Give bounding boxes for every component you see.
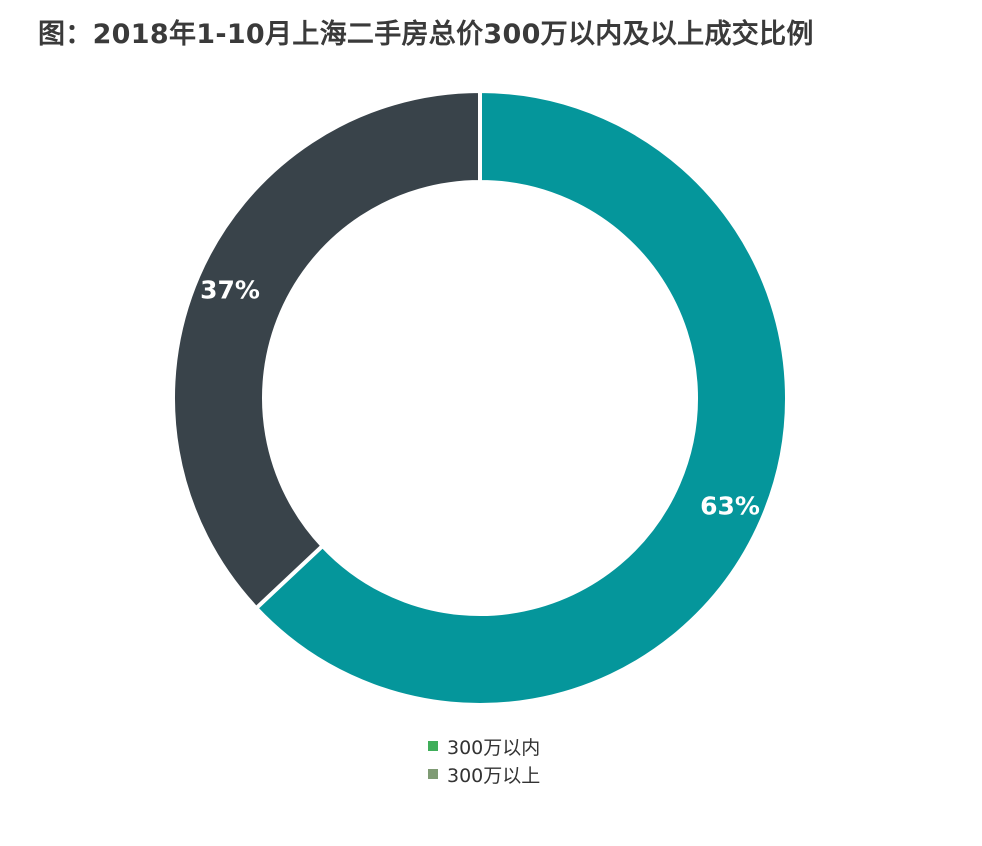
- donut-slice-over-300: [171, 88, 482, 611]
- legend-swatch-over-300: [428, 769, 438, 779]
- legend-label-over-300: 300万以上: [447, 764, 541, 787]
- chart-legend: 300万以内 300万以上: [428, 732, 540, 788]
- legend-item-under-300: 300万以内: [428, 732, 540, 760]
- legend-label-under-300: 300万以内: [447, 736, 541, 759]
- data-label-over-300: 37%: [200, 275, 260, 304]
- donut-slice-under-300: [253, 88, 789, 707]
- data-label-under-300: 63%: [700, 492, 760, 521]
- legend-swatch-under-300: [428, 741, 438, 751]
- chart-title: 图：2018年1-10月上海二手房总价300万以内及以上成交比例: [38, 19, 814, 50]
- legend-item-over-300: 300万以上: [428, 760, 540, 788]
